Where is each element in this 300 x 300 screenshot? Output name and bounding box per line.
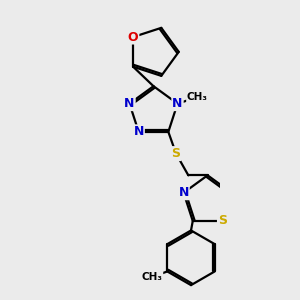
Text: S: S — [172, 147, 181, 160]
Text: O: O — [128, 31, 138, 44]
Text: S: S — [218, 214, 227, 227]
Text: N: N — [134, 125, 144, 138]
Text: N: N — [172, 97, 183, 110]
Text: CH₃: CH₃ — [141, 272, 162, 282]
Text: CH₃: CH₃ — [187, 92, 208, 102]
Text: N: N — [124, 97, 135, 110]
Text: N: N — [178, 186, 189, 199]
